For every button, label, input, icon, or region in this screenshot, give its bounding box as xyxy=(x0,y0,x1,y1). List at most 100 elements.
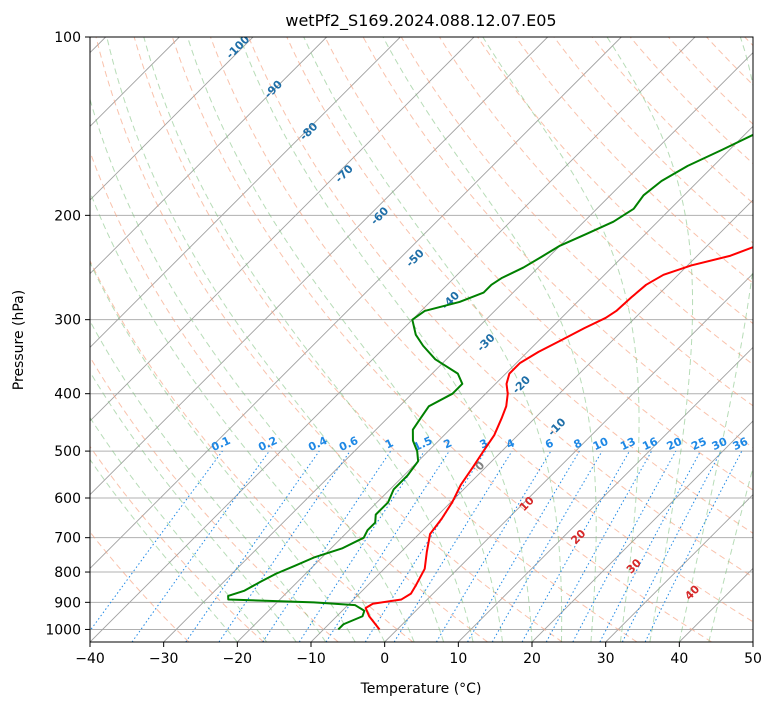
isotherm-30 xyxy=(605,494,753,642)
x-tick-label: 10 xyxy=(449,651,467,667)
mixing-ratio-line xyxy=(185,450,320,642)
dry-adiabat xyxy=(90,356,339,642)
mixing-ratio-label: 25 xyxy=(689,435,708,453)
moist-adiabat xyxy=(90,320,327,642)
moist-adiabat xyxy=(187,37,504,642)
dry-adiabat xyxy=(668,37,753,125)
dry-adiabat-label: -10 xyxy=(545,415,568,438)
dry-adiabat xyxy=(744,37,753,47)
dry-adiabat xyxy=(324,37,753,491)
mixing-ratio-line xyxy=(298,450,425,642)
x-tick-label: 0 xyxy=(380,651,389,667)
moist-adiabat xyxy=(90,97,415,642)
isotherm-40 xyxy=(679,567,753,642)
dry-adiabat xyxy=(591,37,753,204)
y-tick-label: 800 xyxy=(54,565,81,581)
dry-adiabat xyxy=(90,259,414,642)
dry-adiabat xyxy=(515,37,753,284)
y-tick-label: 100 xyxy=(54,30,81,46)
dry-adiabat xyxy=(133,37,638,642)
moist-adiabat xyxy=(382,37,597,642)
x-axis-ticks: −40 −30 −20 −10 0 10 20 30 40 50 xyxy=(75,642,762,667)
mixing-ratio-label: 13 xyxy=(618,435,637,453)
dry-adiabat xyxy=(706,37,753,86)
temperature-line xyxy=(364,246,753,631)
profile-series xyxy=(227,133,753,631)
dewpoint-line xyxy=(227,133,753,631)
x-tick-label: −20 xyxy=(223,651,253,667)
moist-adiabat xyxy=(482,37,640,642)
y-axis-ticks: 1000 900 800 700 600 500 400 300 200 100 xyxy=(45,30,90,638)
mixing-ratio-line xyxy=(644,450,743,642)
dry-adiabat xyxy=(286,37,753,534)
y-tick-label: 1000 xyxy=(45,622,81,638)
dry-adiabat xyxy=(210,37,753,623)
x-tick-label: 50 xyxy=(744,651,762,667)
mixing-ratio-line xyxy=(131,450,270,642)
dry-adiabat xyxy=(90,150,488,642)
dry-adiabat-label: -90 xyxy=(262,77,285,100)
mixing-ratio-label: 4 xyxy=(504,436,517,451)
y-axis-label: Pressure (hPa) xyxy=(11,290,27,390)
moist-adiabat xyxy=(239,37,533,642)
background-lines xyxy=(90,37,753,642)
x-tick-label: −40 xyxy=(75,651,105,667)
mixing-ratio-label: 16 xyxy=(640,435,660,453)
x-tick-label: 40 xyxy=(670,651,688,667)
moist-adiabat xyxy=(606,37,694,642)
x-tick-label: 20 xyxy=(523,651,541,667)
mixing-ratio-line xyxy=(467,450,580,642)
mixing-ratio-line xyxy=(572,450,677,642)
moist-adiabat xyxy=(303,37,563,642)
dry-adiabat xyxy=(95,37,563,642)
dry-adiabat xyxy=(90,445,264,642)
isotherm--40 xyxy=(90,37,696,642)
moist-adiabat xyxy=(678,37,753,642)
isotherm-50 xyxy=(752,641,753,642)
isotherm--70 xyxy=(90,37,475,422)
moist-adiabat xyxy=(106,37,445,642)
x-axis-label: Temperature (°C) xyxy=(360,681,482,697)
x-tick-label: 30 xyxy=(597,651,615,667)
isotherm--60 xyxy=(90,37,548,496)
y-tick-label: 500 xyxy=(54,444,81,460)
x-tick-label: −10 xyxy=(296,651,326,667)
y-tick-label: 200 xyxy=(54,208,81,224)
dry-adiabat-label: -80 xyxy=(297,120,320,143)
dry-adiabat-label: -40 xyxy=(439,289,462,312)
mixing-ratio-line xyxy=(393,450,513,642)
chart-title: wetPf2_S169.2024.088.12.07.E05 xyxy=(285,11,556,31)
mixing-ratio-label: 2 xyxy=(442,436,454,451)
moist-adiabat-label: 40 xyxy=(682,582,702,602)
moist-adiabat-label: 20 xyxy=(568,527,588,547)
moist-adiabat xyxy=(90,190,386,642)
mixing-ratio-label: 10 xyxy=(591,435,611,453)
isotherm--10 xyxy=(310,199,753,642)
dry-adiabat-label: -30 xyxy=(474,331,497,354)
dry-adiabat xyxy=(90,531,190,642)
dry-adiabat-label: -50 xyxy=(404,246,427,269)
mixing-ratio-line xyxy=(90,450,223,632)
moist-adiabat xyxy=(90,458,238,642)
isotherm--80 xyxy=(90,37,401,348)
moist-adiabat xyxy=(143,37,474,642)
y-tick-label: 700 xyxy=(54,531,81,547)
mixing-ratio-label: 36 xyxy=(731,435,751,453)
isotherm--50 xyxy=(90,37,622,569)
moist-adiabat-label: 10 xyxy=(517,494,537,514)
mixing-ratio-label: 30 xyxy=(710,435,730,453)
isotherm--30 xyxy=(163,52,753,642)
isotherm-20 xyxy=(531,420,753,642)
mixing-ratio-line xyxy=(218,450,351,642)
mixing-ratio-line xyxy=(262,450,392,642)
mixing-ratio-line xyxy=(599,450,701,642)
moist-adiabat xyxy=(708,465,753,642)
mixing-ratio-line xyxy=(325,450,450,642)
y-tick-label: 900 xyxy=(54,595,81,611)
y-tick-label: 600 xyxy=(54,491,81,507)
y-tick-label: 300 xyxy=(54,313,81,329)
mixing-ratio-line xyxy=(364,450,486,642)
moist-adiabat-label: 30 xyxy=(624,556,644,576)
isotherm--100 xyxy=(90,37,254,201)
